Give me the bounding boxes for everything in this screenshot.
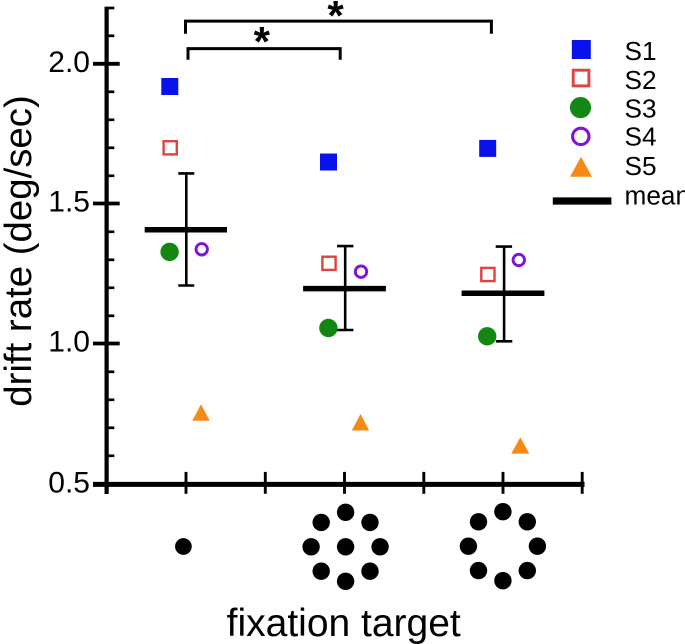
svg-text:2.0: 2.0 [48,46,90,79]
svg-text:1.0: 1.0 [48,326,90,359]
svg-text:0.5: 0.5 [48,467,90,500]
svg-text:1.5: 1.5 [48,186,90,219]
svg-text:S5: S5 [625,151,657,181]
svg-text:*: * [327,0,344,39]
svg-text:S1: S1 [625,36,657,66]
svg-text:S3: S3 [625,94,657,124]
svg-text:*: * [254,18,271,65]
svg-text:drift rate (deg/sec): drift rate (deg/sec) [0,95,40,407]
svg-text:mean: mean [625,180,685,210]
svg-text:S4: S4 [625,122,657,152]
svg-text:S2: S2 [625,65,657,95]
svg-text:fixation target: fixation target [227,602,461,644]
